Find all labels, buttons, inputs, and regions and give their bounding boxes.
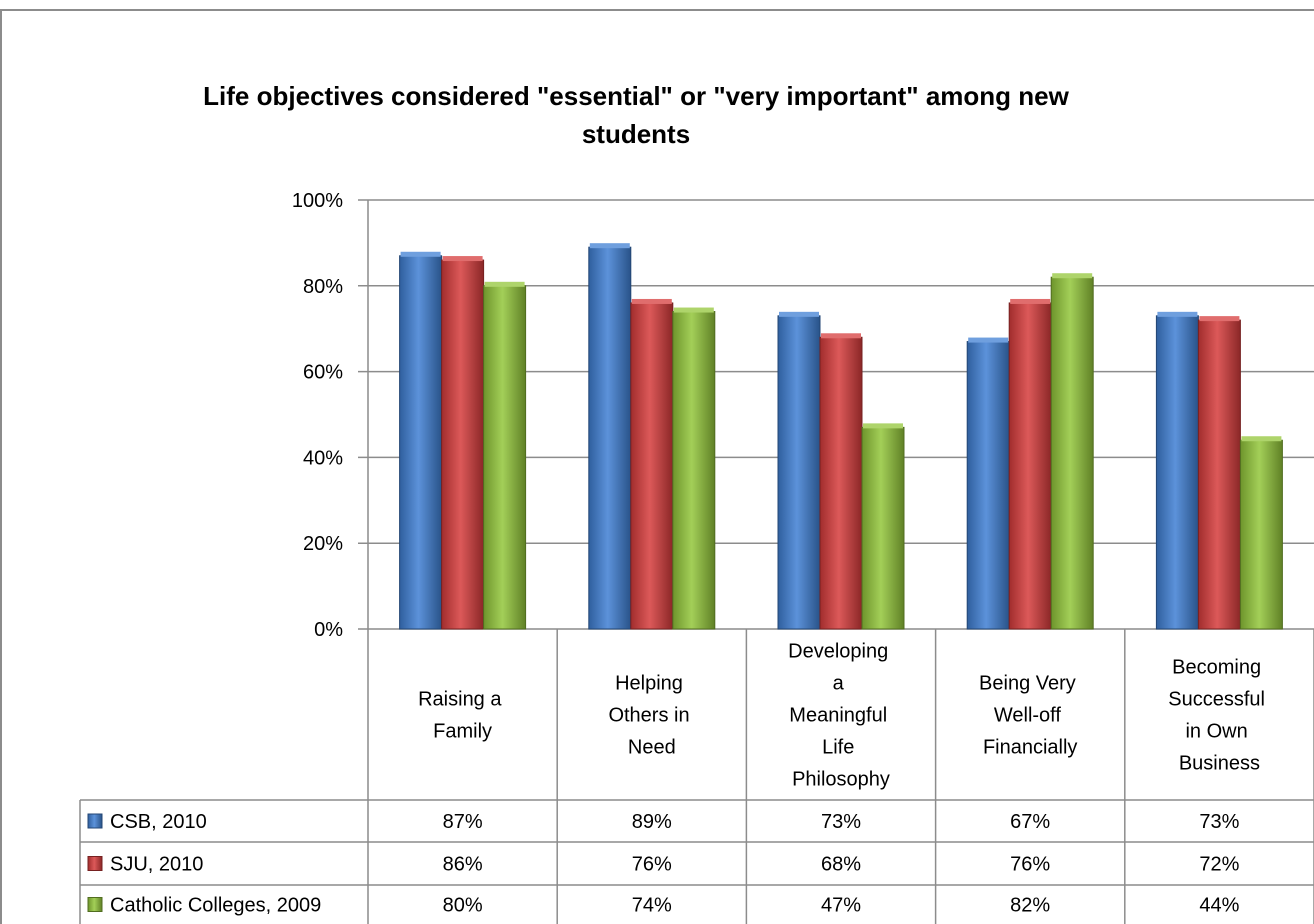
category-label-line: Helping <box>615 673 683 695</box>
table-cell-value: 67% <box>1010 811 1050 833</box>
bar <box>966 341 1010 630</box>
bars <box>399 243 1283 630</box>
legend-label: CSB, 2010 <box>110 811 207 833</box>
category-label-line: Being Very <box>979 673 1076 695</box>
y-tick-label: 80% <box>303 276 343 298</box>
table-cell-value: 82% <box>1010 895 1050 917</box>
category-label-raising-a-family: Raising a Family <box>418 689 507 743</box>
category-labels: Raising a Family Helping Others in Need … <box>418 641 1270 791</box>
y-tick-label: 60% <box>303 362 343 384</box>
category-label-well-off: Being Very Well-off Financially <box>979 673 1081 759</box>
category-label-line: Family <box>433 721 492 743</box>
table-cell-value: 44% <box>1199 895 1239 917</box>
table-cell-value: 73% <box>1199 811 1239 833</box>
bar-top <box>968 337 1009 343</box>
bar-top <box>1052 273 1093 279</box>
bar <box>1050 276 1094 630</box>
bar <box>1008 302 1052 630</box>
data-table-lines <box>79 629 1314 924</box>
legend-label: Catholic Colleges, 2009 <box>110 895 321 917</box>
category-label-line: a <box>833 673 845 695</box>
bar <box>588 246 632 630</box>
table-cell-value: 73% <box>821 811 861 833</box>
bar <box>861 426 905 630</box>
bar-top <box>863 423 903 429</box>
category-label-line: in Own <box>1185 721 1247 743</box>
legend-key-catholic-colleges <box>87 897 103 912</box>
table-cell-value: 72% <box>1199 854 1239 876</box>
category-label-line: Business <box>1179 753 1260 775</box>
table-cell-value: 86% <box>443 854 483 876</box>
table-cell-value: 74% <box>632 895 672 917</box>
legend-label: SJU, 2010 <box>110 854 203 876</box>
table-cell-value: 89% <box>632 811 672 833</box>
y-tick-label: 40% <box>303 447 343 469</box>
table-row: Catholic Colleges, 2009 80% 74% 47% 82% … <box>87 895 1240 917</box>
category-label-line: Developing <box>788 641 888 663</box>
y-tick-label: 0% <box>314 619 343 641</box>
data-table: CSB, 2010 87% 89% 73% 67% 73% SJU, 2010 … <box>87 811 1240 917</box>
bar-top <box>1157 311 1198 317</box>
bar-top <box>484 281 525 287</box>
bar-top <box>631 298 672 304</box>
bar <box>1239 439 1283 630</box>
category-label-line: Raising a <box>418 689 502 711</box>
category-label-line: Meaningful <box>789 705 887 727</box>
category-label-line: Successful <box>1168 689 1265 711</box>
bar <box>630 302 674 630</box>
bar <box>399 255 443 630</box>
legend-key-sju <box>87 856 103 871</box>
table-row: CSB, 2010 87% 89% 73% 67% 73% <box>87 811 1240 833</box>
bar <box>1155 315 1199 630</box>
y-tick-label: 100% <box>292 190 343 212</box>
table-cell-value: 76% <box>632 854 672 876</box>
category-label-line: Others in <box>608 705 689 727</box>
bar-top <box>442 256 483 262</box>
table-cell-value: 87% <box>443 811 483 833</box>
bar-top <box>1199 316 1240 322</box>
table-cell-value: 76% <box>1010 854 1050 876</box>
bar-top <box>589 243 630 249</box>
bar-top <box>673 307 714 313</box>
category-label-own-business: Becoming Successful in Own Business <box>1168 657 1270 775</box>
y-axis-tick-labels: 0% 20% 40% 60% 80% 100% <box>292 190 343 641</box>
bar <box>483 285 527 630</box>
legend-key-csb <box>87 813 103 829</box>
category-label-line: Financially <box>983 737 1077 759</box>
category-label-line: Becoming <box>1172 657 1261 679</box>
y-tick-label: 20% <box>303 533 343 555</box>
bar-top <box>1241 436 1282 442</box>
table-row: SJU, 2010 86% 76% 68% 76% 72% <box>87 854 1240 876</box>
category-label-developing-philosophy: Developing a Meaningful Life Philosophy <box>788 641 894 791</box>
category-label-helping-others: Helping Others in Need <box>608 673 695 759</box>
table-cell-value: 68% <box>821 854 861 876</box>
table-cell-value: 80% <box>443 895 483 917</box>
bar-top <box>400 251 441 257</box>
chart-title-line-1: Life objectives considered "essential" o… <box>203 81 1069 111</box>
bar <box>672 311 716 630</box>
category-label-line: Well-off <box>994 705 1062 727</box>
bar-top <box>779 311 819 317</box>
bar-top <box>1010 298 1051 304</box>
bar <box>777 315 821 630</box>
category-label-line: Philosophy <box>792 769 890 791</box>
category-label-line: Need <box>628 737 676 759</box>
bar <box>1197 319 1241 630</box>
bar-top <box>821 333 861 339</box>
bar <box>819 336 863 630</box>
chart-title-line-2: students <box>582 119 690 149</box>
category-label-line: Life <box>822 737 854 759</box>
table-cell-value: 47% <box>821 895 861 917</box>
bar <box>441 259 485 630</box>
